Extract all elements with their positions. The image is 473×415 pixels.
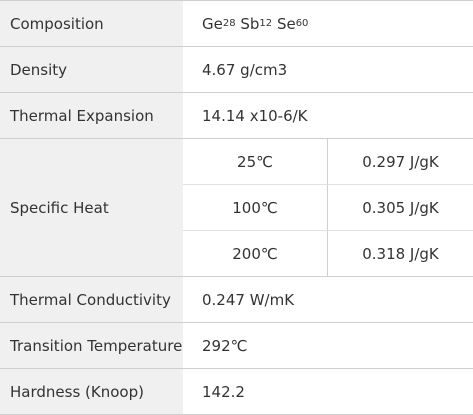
specific-heat-temp: 200℃ bbox=[232, 244, 278, 263]
hardness-value: 142.2 bbox=[202, 382, 245, 401]
specific-heat-row-divider bbox=[183, 230, 473, 231]
element-sb: Sb bbox=[240, 14, 260, 33]
specific-heat-column-divider bbox=[327, 139, 328, 276]
specific-heat-value: 0.305 J/gK bbox=[362, 198, 439, 217]
thermal-conductivity-value: 0.247 W/mK bbox=[202, 290, 295, 309]
thermal-expansion-label: Thermal Expansion bbox=[0, 93, 183, 138]
composition-value: Ge 28 Sb 12 Se 60 bbox=[183, 1, 473, 46]
sb-subscript: 12 bbox=[259, 18, 273, 29]
transition-temperature-value: 292℃ bbox=[202, 336, 248, 355]
specific-heat-temp: 25℃ bbox=[237, 152, 273, 171]
se-subscript: 60 bbox=[295, 18, 309, 29]
composition-label: Composition bbox=[0, 1, 183, 46]
element-ge: Ge bbox=[202, 14, 223, 33]
table-top-border bbox=[0, 0, 473, 1]
row-divider bbox=[0, 276, 473, 277]
hardness-label: Hardness (Knoop) bbox=[0, 369, 183, 414]
density-value: 4.67 g/cm3 bbox=[202, 60, 288, 79]
row-divider bbox=[0, 368, 473, 369]
thermal-conductivity-label: Thermal Conductivity bbox=[0, 277, 183, 322]
specific-heat-row-divider bbox=[183, 184, 473, 185]
row-divider bbox=[0, 322, 473, 323]
ge-subscript: 28 bbox=[222, 18, 236, 29]
specific-heat-temp: 100℃ bbox=[232, 198, 278, 217]
row-divider bbox=[0, 46, 473, 47]
thermal-expansion-value: 14.14 x10-6/K bbox=[202, 106, 308, 125]
specific-heat-label: Specific Heat bbox=[0, 139, 183, 276]
specific-heat-value: 0.318 J/gK bbox=[362, 244, 439, 263]
specific-heat-value: 0.297 J/gK bbox=[362, 152, 439, 171]
element-se: Se bbox=[276, 14, 296, 33]
transition-temperature-label: Transition Temperature bbox=[0, 323, 183, 368]
row-divider bbox=[0, 138, 473, 139]
row-divider bbox=[0, 92, 473, 93]
density-label: Density bbox=[0, 47, 183, 92]
